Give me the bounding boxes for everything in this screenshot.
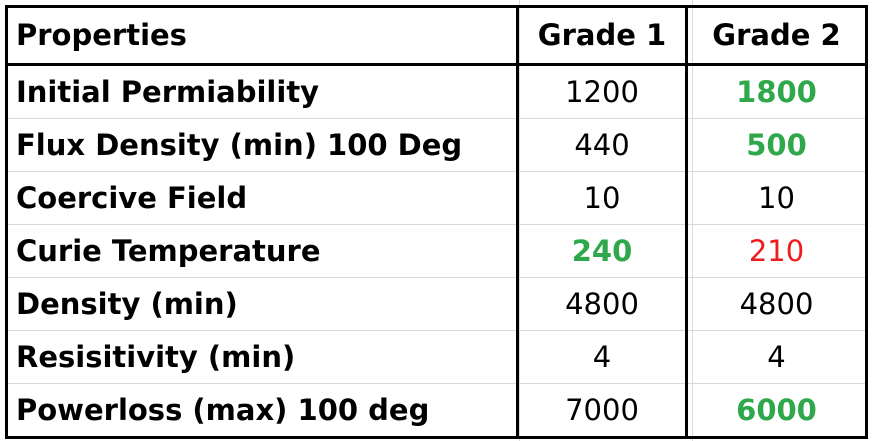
table-row: Initial Permiability 1200 1800 (5, 64, 868, 119)
property-name-cell[interactable]: Initial Permiability (5, 64, 519, 119)
table-row: Curie Temperature 240 210 (5, 224, 868, 278)
grade-1-value-cell[interactable]: 4800 (517, 277, 688, 331)
properties-table: Properties Grade 1 Grade 2 Initial Permi… (5, 5, 868, 439)
grade-2-value-cell[interactable]: 210 (686, 224, 868, 278)
grade-1-value-cell[interactable]: 4 (517, 330, 688, 384)
property-name-cell[interactable]: Coercive Field (5, 171, 519, 225)
property-name-cell[interactable]: Density (min) (5, 277, 519, 331)
grade-2-value-cell[interactable]: 4 (686, 330, 868, 384)
table-row: Resisitivity (min) 4 4 (5, 330, 868, 384)
grade-1-value-cell[interactable]: 440 (517, 118, 688, 172)
header-properties[interactable]: Properties (5, 5, 519, 66)
property-name-cell[interactable]: Powerloss (max) 100 deg (5, 383, 519, 439)
grade-1-value-cell[interactable]: 240 (517, 224, 688, 278)
grade-1-value-cell[interactable]: 10 (517, 171, 688, 225)
grade-2-value-cell[interactable]: 4800 (686, 277, 868, 331)
table-row: Flux Density (min) 100 Deg 440 500 (5, 118, 868, 172)
property-name-cell[interactable]: Flux Density (min) 100 Deg (5, 118, 519, 172)
property-name-cell[interactable]: Resisitivity (min) (5, 330, 519, 384)
header-grade-1[interactable]: Grade 1 (517, 5, 688, 66)
grade-2-value-cell[interactable]: 1800 (686, 64, 868, 119)
table-row: Density (min) 4800 4800 (5, 277, 868, 331)
grade-1-value-cell[interactable]: 1200 (517, 64, 688, 119)
grade-2-value-cell[interactable]: 10 (686, 171, 868, 225)
spreadsheet-range: Properties Grade 1 Grade 2 Initial Permi… (5, 5, 868, 439)
property-name-cell[interactable]: Curie Temperature (5, 224, 519, 278)
table-row: Powerloss (max) 100 deg 7000 6000 (5, 383, 868, 439)
header-row: Properties Grade 1 Grade 2 (5, 5, 868, 66)
header-grade-2[interactable]: Grade 2 (686, 5, 868, 66)
grade-1-value-cell[interactable]: 7000 (517, 383, 688, 439)
grade-2-value-cell[interactable]: 6000 (686, 383, 868, 439)
grade-2-value-cell[interactable]: 500 (686, 118, 868, 172)
table-row: Coercive Field 10 10 (5, 171, 868, 225)
